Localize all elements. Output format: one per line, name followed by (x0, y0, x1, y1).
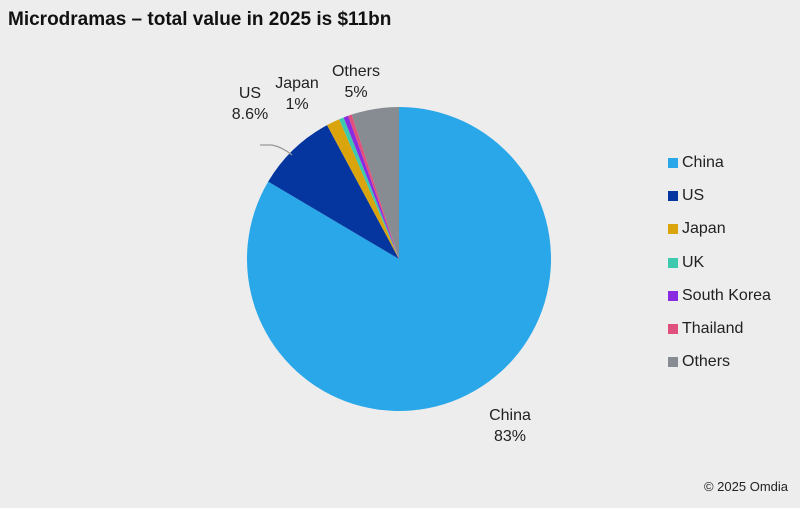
data-label-value: 8.6% (232, 106, 268, 123)
legend-swatch (668, 224, 678, 235)
pie-slice-china (246, 107, 551, 412)
legend-label: US (682, 186, 705, 204)
data-label-value: 83% (494, 428, 526, 445)
legend-swatch (668, 157, 678, 168)
data-label-name: China (489, 407, 531, 424)
data-label-value: 5% (344, 84, 367, 101)
legend-item: South Korea (668, 279, 771, 312)
pie-slice-japan (327, 119, 399, 260)
pie-slice-others (351, 107, 399, 259)
chart-title: Microdramas – total value in 2025 is $11… (8, 9, 392, 30)
legend-swatch (668, 190, 678, 201)
pie-slice-uk (339, 117, 399, 260)
legend-label: China (682, 153, 724, 171)
pie-slice-thailand (348, 114, 399, 259)
data-label-value: 1% (285, 96, 308, 113)
legend: China US Japan UK South Korea Thailand Others (668, 146, 771, 379)
legend-item: US (668, 179, 771, 212)
legend-swatch (668, 357, 678, 368)
legend-label: Thailand (682, 320, 744, 338)
data-label-name: Others (332, 63, 380, 80)
legend-swatch (668, 290, 678, 301)
data-label-name: Japan (275, 75, 319, 92)
pie-slice-us (268, 125, 399, 259)
copyright-credit: © 2025 Omdia (703, 479, 788, 494)
legend-item: UK (668, 246, 771, 279)
legend-item: Thailand (668, 312, 771, 345)
legend-label: Japan (682, 220, 726, 238)
legend-swatch (668, 257, 678, 268)
legend-label: UK (682, 253, 705, 271)
legend-item: Japan (668, 213, 771, 246)
legend-label: South Korea (682, 286, 771, 304)
data-label-name: US (239, 85, 261, 102)
legend-item: Others (668, 346, 771, 379)
us-leader-line (260, 144, 293, 156)
legend-label: Others (682, 353, 731, 371)
legend-item: China (668, 146, 771, 179)
pie-slice-south-korea (343, 115, 399, 259)
legend-swatch (668, 324, 678, 335)
